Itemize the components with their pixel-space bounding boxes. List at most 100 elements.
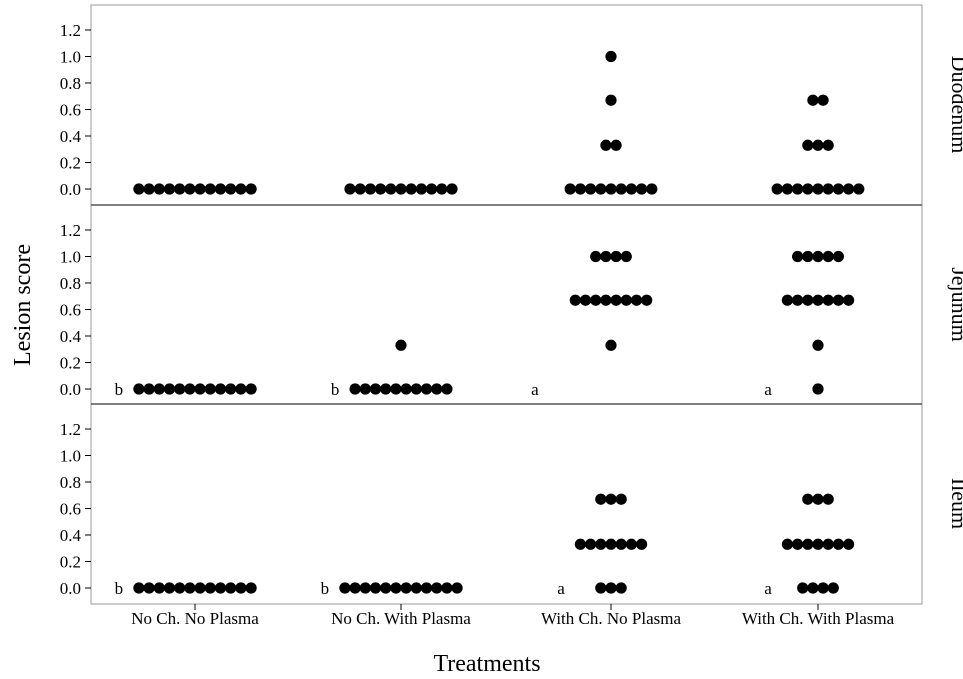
y-tick-label: 0.0 (60, 180, 81, 199)
data-point (585, 538, 597, 550)
data-point (585, 183, 597, 195)
data-point (590, 294, 602, 306)
data-point (595, 582, 607, 594)
y-tick-label: 0.2 (60, 553, 81, 572)
y-tick-label: 0.6 (60, 500, 81, 519)
data-point (615, 538, 627, 550)
data-point (636, 538, 648, 550)
data-point (595, 183, 607, 195)
data-point (163, 183, 176, 195)
data-point (605, 538, 617, 550)
data-point (615, 183, 627, 195)
x-category-label: No Ch. With Plasma (331, 609, 471, 628)
data-point (595, 493, 607, 505)
data-point (812, 493, 824, 505)
data-point (600, 250, 612, 263)
data-point (214, 383, 227, 395)
data-point (646, 183, 658, 195)
data-point (184, 383, 196, 395)
y-tick-label: 0.8 (60, 74, 81, 93)
data-point (446, 183, 458, 195)
data-point (802, 183, 814, 195)
data-point (339, 582, 351, 594)
data-point (600, 139, 612, 151)
data-point (812, 383, 824, 395)
data-point (620, 250, 632, 263)
data-point (605, 94, 617, 106)
data-point (194, 383, 206, 395)
data-point (436, 183, 448, 195)
data-point (451, 582, 463, 594)
y-tick-label: 0.4 (60, 327, 82, 346)
data-point (802, 250, 814, 263)
y-tick-label: 1.0 (60, 447, 81, 466)
data-point (405, 183, 417, 195)
data-point (817, 582, 829, 594)
y-tick-label: 0.4 (60, 526, 82, 545)
data-point (163, 582, 176, 594)
data-point (822, 538, 834, 550)
facet-strip-label: Jejunum (947, 267, 963, 342)
data-point (235, 183, 247, 195)
data-point (832, 250, 845, 263)
data-point (569, 294, 581, 306)
data-point (564, 183, 576, 195)
data-point (590, 250, 602, 263)
data-point (812, 538, 824, 550)
facet-strip-label: Ileum (947, 478, 963, 529)
data-point (415, 183, 427, 195)
data-point (610, 250, 622, 263)
data-point (184, 183, 196, 195)
data-point (574, 538, 587, 550)
significance-letter: a (764, 380, 772, 399)
significance-letter: b (115, 579, 124, 598)
data-point (390, 582, 402, 594)
data-point (822, 250, 834, 263)
x-axis-title: Treatments (433, 651, 540, 677)
data-point (615, 582, 627, 594)
data-point (245, 183, 257, 195)
data-point (843, 183, 855, 195)
data-point (792, 250, 804, 263)
data-point (441, 383, 453, 395)
data-point (615, 493, 627, 505)
data-point (610, 294, 622, 306)
data-point (832, 538, 845, 550)
data-point (781, 183, 794, 195)
y-tick-label: 1.2 (60, 221, 81, 240)
data-point (380, 582, 392, 594)
y-tick-label: 1.0 (60, 248, 81, 267)
data-point (771, 183, 783, 195)
data-point (174, 383, 186, 395)
data-point (400, 582, 412, 594)
data-point (163, 383, 176, 395)
data-point (194, 582, 206, 594)
data-point (812, 183, 824, 195)
data-point (574, 183, 587, 195)
y-tick-label: 0.4 (60, 127, 82, 146)
plot-frame (90, 4, 923, 605)
y-tick-label: 0.8 (60, 274, 81, 293)
data-point (605, 50, 617, 63)
data-point (426, 183, 438, 195)
data-point (802, 294, 814, 306)
data-point (812, 139, 824, 151)
data-point (797, 582, 809, 594)
data-point (245, 582, 257, 594)
data-point (385, 183, 397, 195)
data-point (204, 383, 216, 395)
data-point (143, 183, 155, 195)
data-point (204, 582, 216, 594)
data-point (630, 294, 643, 306)
data-point (610, 139, 622, 151)
data-point (605, 493, 617, 505)
data-point (843, 538, 855, 550)
data-point (802, 538, 814, 550)
y-tick-label: 0.6 (60, 101, 81, 120)
data-point (822, 183, 834, 195)
data-point (380, 383, 392, 395)
data-point (625, 538, 638, 550)
data-point (214, 183, 227, 195)
data-point (225, 383, 237, 395)
data-point (781, 538, 794, 550)
